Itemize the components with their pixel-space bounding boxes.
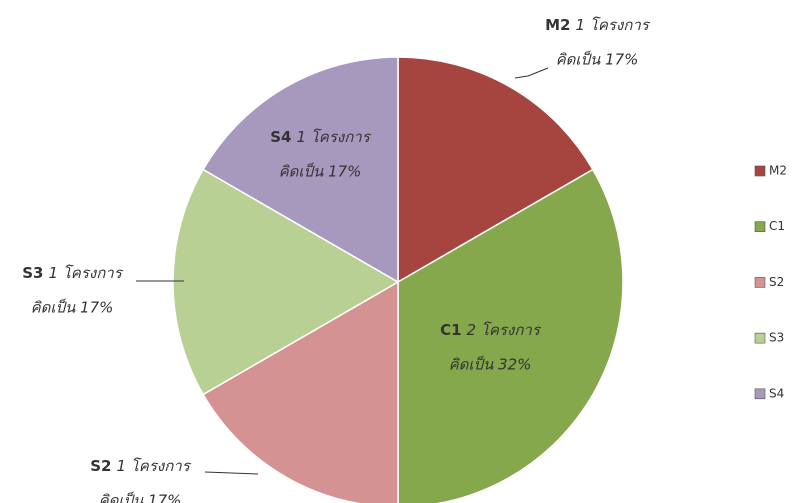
legend-swatch — [754, 277, 766, 288]
label-name: S4 — [270, 128, 291, 146]
legend-label: S3 — [769, 331, 784, 345]
data-label: คิดเป็น 17% — [99, 492, 182, 503]
legend-swatch — [754, 221, 766, 232]
legend-swatch — [754, 165, 766, 177]
data-label: C1 2 โครงการ — [440, 321, 542, 339]
leader-line — [204, 471, 259, 475]
data-label: S3 1 โครงการ — [22, 264, 124, 282]
label-name: S2 — [90, 457, 111, 475]
legend-label: M2 — [769, 164, 787, 178]
label-count: 1 โครงการ — [48, 264, 123, 282]
data-label: S4 1 โครงการ — [270, 128, 372, 146]
pie-slice — [397, 56, 594, 284]
data-label: คิดเป็น 17% — [556, 51, 639, 69]
pie-slice — [397, 168, 624, 503]
legend-label: S2 — [769, 275, 784, 289]
legend-label: S4 — [769, 386, 784, 400]
label-name: C1 — [440, 321, 461, 339]
data-label: M2 1 โครงการ — [545, 16, 651, 34]
label-count: 1 โครงการ — [296, 128, 371, 146]
label-name: S3 — [22, 264, 43, 282]
label-count: 1 โครงการ — [576, 16, 651, 34]
data-label: S2 1 โครงการ — [90, 457, 192, 475]
label-count: 2 โครงการ — [467, 321, 542, 339]
leader-line — [514, 67, 549, 79]
legend-swatch — [754, 388, 766, 400]
pie-slice — [202, 280, 399, 503]
pie-slice — [202, 56, 399, 284]
pie-slice — [172, 168, 400, 396]
legend-label: C1 — [769, 219, 785, 233]
label-count: 1 โครงการ — [116, 457, 191, 475]
data-label: คิดเป็น 17% — [279, 163, 362, 181]
data-label: คิดเป็น 32% — [449, 356, 532, 374]
label-name: M2 — [545, 16, 570, 34]
data-label: คิดเป็น 17% — [31, 299, 114, 317]
legend-swatch — [754, 332, 766, 344]
